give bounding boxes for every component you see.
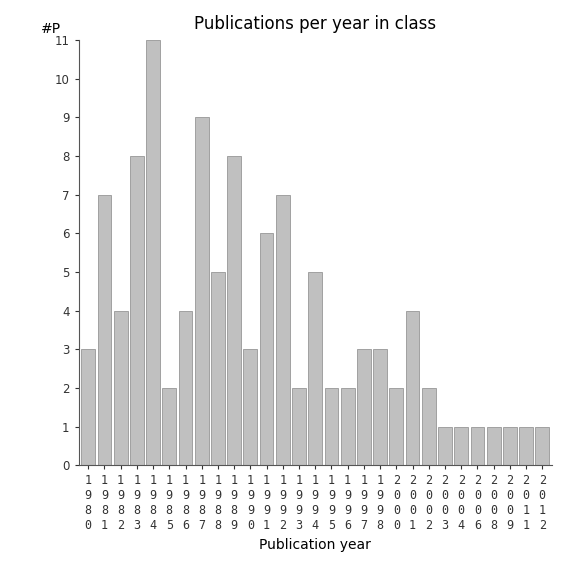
Bar xyxy=(341,388,354,466)
Bar xyxy=(114,311,128,466)
Bar xyxy=(130,156,144,466)
Bar xyxy=(211,272,225,466)
Text: #P: #P xyxy=(41,22,61,36)
Bar xyxy=(195,117,209,466)
Bar xyxy=(405,311,420,466)
Bar xyxy=(373,349,387,466)
Bar xyxy=(227,156,241,466)
Bar xyxy=(357,349,371,466)
Bar xyxy=(471,427,484,466)
Bar xyxy=(260,234,273,466)
X-axis label: Publication year: Publication year xyxy=(259,538,371,552)
Bar xyxy=(98,195,111,466)
Bar xyxy=(454,427,468,466)
Bar xyxy=(292,388,306,466)
Bar xyxy=(535,427,549,466)
Bar xyxy=(422,388,435,466)
Bar xyxy=(519,427,533,466)
Bar xyxy=(324,388,338,466)
Bar xyxy=(503,427,517,466)
Bar xyxy=(243,349,257,466)
Title: Publications per year in class: Publications per year in class xyxy=(194,15,437,33)
Bar xyxy=(162,388,176,466)
Bar xyxy=(179,311,192,466)
Bar xyxy=(81,349,95,466)
Bar xyxy=(438,427,452,466)
Bar xyxy=(276,195,290,466)
Bar xyxy=(486,427,501,466)
Bar xyxy=(308,272,322,466)
Bar xyxy=(390,388,403,466)
Bar xyxy=(146,40,160,466)
